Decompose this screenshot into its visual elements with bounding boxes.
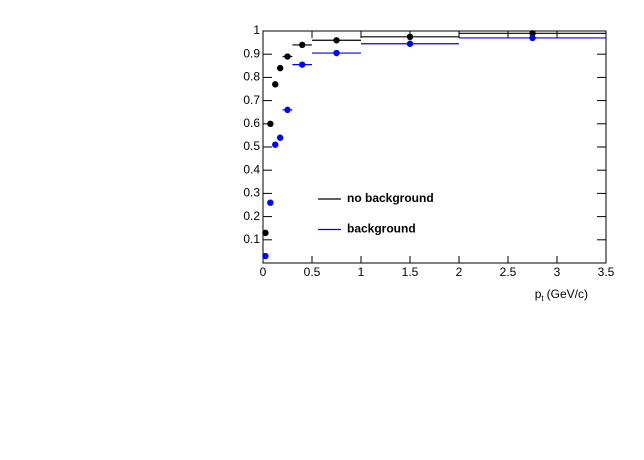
x-tick-label: 1.5 (402, 265, 419, 279)
data-point (276, 134, 284, 141)
data-point (529, 34, 536, 42)
data-point (276, 64, 284, 72)
data-point (406, 40, 414, 47)
y-tick-label: 0.6 (243, 116, 260, 130)
plot-frame (262, 30, 607, 264)
data-point (272, 81, 279, 88)
x-axis-label: pt (GeV/c) (535, 287, 588, 303)
legend-text: no background (347, 191, 434, 205)
y-tick-label: 0.2 (243, 209, 260, 223)
y-tick-label: 0.1 (243, 232, 260, 246)
y-tick-label: 0.4 (243, 162, 260, 176)
data-point (333, 49, 340, 57)
y-tick-label: 0.9 (243, 46, 260, 60)
data-point (333, 37, 340, 44)
data-point (299, 41, 306, 49)
y-tick-label: 0.5 (243, 139, 260, 153)
x-tick-label: 2.5 (500, 265, 517, 279)
data-point (529, 30, 536, 37)
data-point (267, 120, 274, 128)
x-tick-label: 3.5 (598, 265, 615, 279)
legend-text: background (347, 222, 416, 236)
y-tick-label: 0.3 (243, 186, 260, 200)
x-label-sub: t (541, 294, 544, 303)
data-point (284, 106, 291, 114)
x-label-main: p (535, 287, 542, 301)
data-point (284, 53, 291, 60)
x-tick-label: 1 (358, 265, 365, 279)
x-label-unit: (GeV/c) (547, 287, 588, 301)
y-tick-label: 1 (253, 23, 260, 37)
data-point (262, 252, 269, 260)
x-tick-label: 0.5 (304, 265, 321, 279)
data-point (299, 61, 306, 68)
x-tick-label: 0 (260, 265, 267, 279)
data-point (267, 199, 274, 206)
y-tick-label: 0.7 (243, 93, 260, 107)
data-point (272, 141, 279, 148)
y-tick-label: 0.8 (243, 70, 260, 84)
data-point (406, 33, 414, 40)
data-point (262, 229, 269, 237)
x-tick-label: 2 (456, 265, 463, 279)
x-tick-label: 3 (554, 265, 561, 279)
